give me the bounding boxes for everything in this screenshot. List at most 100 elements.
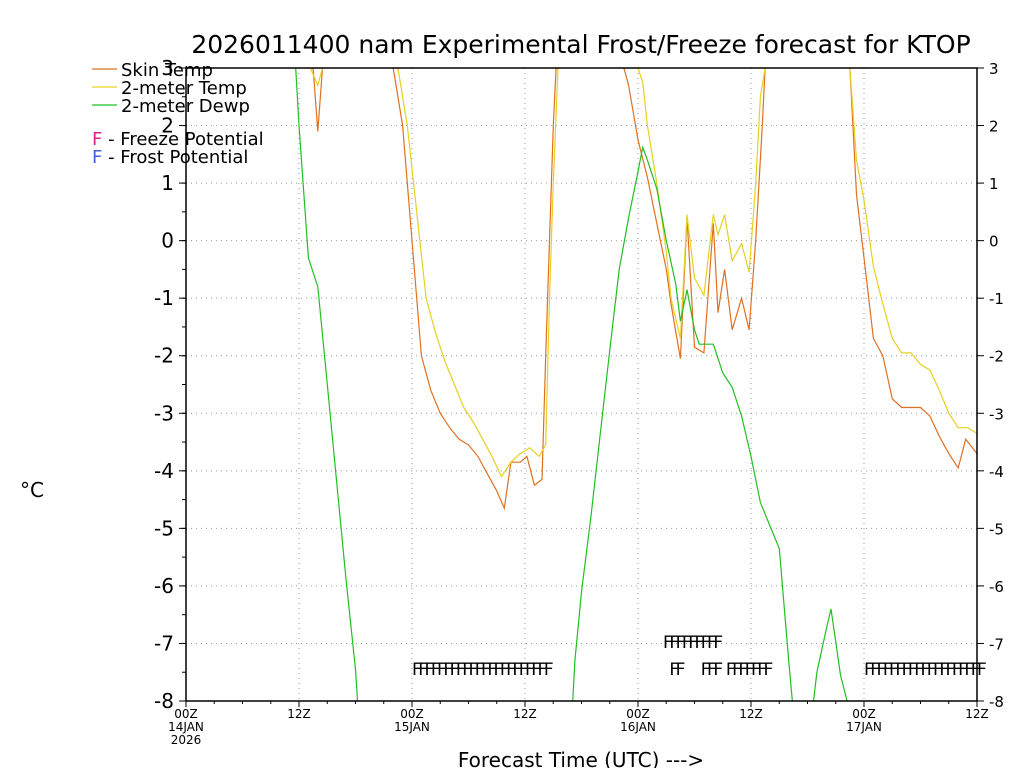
x-tick-label: 12Z	[513, 707, 537, 721]
x-tick-date: 15JAN	[394, 720, 430, 734]
y-tick-label-right: -8	[989, 693, 1004, 711]
freeze-potential-marker: F	[500, 660, 510, 680]
series-lines	[295, 68, 977, 701]
freeze-potential-marker: F	[676, 660, 686, 680]
freeze-potential-marker: F	[732, 660, 742, 680]
freeze-potential-marker: F	[481, 660, 491, 680]
freeze-potential-marker: F	[418, 660, 428, 680]
x-tick-label: 00Z	[626, 707, 650, 721]
freeze-potential-marker: F	[927, 660, 937, 680]
y-tick-label-right: -3	[989, 405, 1004, 423]
x-axis-label: Forecast Time (UTC) --->	[458, 748, 704, 768]
x-tick-label: 12Z	[287, 707, 311, 721]
y-tick-label-right: 1	[989, 175, 999, 193]
freeze-potential-marker: F	[902, 660, 912, 680]
frost-potential-marker: F	[663, 633, 673, 653]
freeze-potential-marker: F	[764, 660, 774, 680]
frost-potential-marker: F	[682, 633, 692, 653]
freeze-potential-marker: F	[538, 660, 548, 680]
freeze-potential-marker: F	[751, 660, 761, 680]
freeze-potential-marker: F	[462, 660, 472, 680]
y-tick-label-right: -1	[989, 290, 1004, 308]
freeze-potential-marker: F	[525, 660, 535, 680]
plot-frame	[185, 67, 978, 702]
freeze-potential-marker: F	[726, 660, 736, 680]
freeze-potential-marker: F	[701, 660, 711, 680]
grid	[186, 68, 977, 701]
freeze-marker: F	[92, 129, 102, 150]
freeze-potential-marker: F	[713, 660, 723, 680]
y-tick-label-right: -2	[989, 348, 1004, 366]
freeze-potential-marker: F	[475, 660, 485, 680]
freeze-potential-marker: F	[883, 660, 893, 680]
legend-label-2m-temp: 2-meter Temp	[121, 78, 247, 99]
freeze-potential-marker: F	[877, 660, 887, 680]
legend-frost-potential: F - Frost Potential	[92, 147, 248, 168]
freeze-potential-marker: F	[456, 660, 466, 680]
freeze-potential-marker: F	[437, 660, 447, 680]
freeze-potential-marker: F	[757, 660, 767, 680]
series-line-skin-temp	[312, 68, 977, 511]
x-tick-label: 12Z	[739, 707, 763, 721]
legend: Skin Temp 2-meter Temp 2-meter Dewp F - …	[92, 60, 264, 168]
y-tick-label-right: -6	[989, 578, 1004, 596]
freeze-potential-marker: F	[933, 660, 943, 680]
freeze-potential-marker: F	[914, 660, 924, 680]
freeze-potential-marker: F	[870, 660, 880, 680]
y-tick-label-right: 3	[989, 60, 999, 78]
y-tick-label-left: -2	[154, 344, 174, 368]
x-tick-label: 00Z	[400, 707, 424, 721]
freeze-potential-marker: F	[971, 660, 981, 680]
freeze-potential-marker: F	[908, 660, 918, 680]
freeze-potential-marker: F	[506, 660, 516, 680]
chart-title: 2026011400 nam Experimental Frost/Freeze…	[191, 30, 970, 59]
freeze-potential-marker: F	[469, 660, 479, 680]
y-tick-label-right: 2	[989, 118, 999, 136]
y-tick-label-left: -6	[154, 574, 174, 598]
y-tick-label-left: -8	[154, 689, 174, 713]
frost-potential-marker: F	[676, 633, 686, 653]
freeze-potential-marker: F	[669, 660, 679, 680]
legend-freeze-potential: F - Freeze Potential	[92, 129, 264, 150]
freeze-potential-marker: F	[531, 660, 541, 680]
freeze-potential-marker: F	[889, 660, 899, 680]
freeze-potential-marker: F	[412, 660, 422, 680]
frost-marker: F	[92, 147, 102, 168]
y-tick-label-left: -4	[154, 459, 174, 483]
freeze-potential-marker: F	[494, 660, 504, 680]
x-tick-label: 12Z	[965, 707, 989, 721]
freeze-potential-marker: F	[921, 660, 931, 680]
freeze-potential-marker: F	[738, 660, 748, 680]
frost-potential-marker: F	[688, 633, 698, 653]
y-axis-label: °C	[20, 478, 44, 502]
freeze-potential-marker: F	[958, 660, 968, 680]
y-tick-label-left: -5	[154, 516, 174, 540]
frost-potential-marker: F	[669, 633, 679, 653]
frost-potential-marker: F	[695, 633, 705, 653]
freeze-potential-marker: F	[450, 660, 460, 680]
freeze-potential-marker: F	[519, 660, 529, 680]
frost-potential-marker: F	[713, 633, 723, 653]
y-tick-label-left: -3	[154, 401, 174, 425]
y-tick-label-right: -5	[989, 520, 1004, 538]
y-tick-label-left: -1	[154, 286, 174, 310]
x-tick-label: 00Z	[852, 707, 876, 721]
y-tick-label-left: 1	[161, 171, 174, 195]
freeze-label: - Freeze Potential	[102, 129, 263, 150]
x-tick-year: 2026	[171, 733, 202, 747]
freeze-potential-marker: F	[745, 660, 755, 680]
freeze-potential-marker: F	[707, 660, 717, 680]
y-tick-label-right: 0	[989, 233, 999, 251]
series-line-2-meter-temp	[309, 68, 977, 478]
legend-label-skin-temp: Skin Temp	[121, 60, 213, 81]
freeze-potential-marker: F	[443, 660, 453, 680]
y-tick-label-left: 2	[161, 114, 174, 138]
freeze-potential-marker: F	[864, 660, 874, 680]
freeze-potential-marker: F	[939, 660, 949, 680]
freeze-potential-marker: F	[425, 660, 435, 680]
freeze-potential-marker: F	[512, 660, 522, 680]
freeze-potential-marker: F	[544, 660, 554, 680]
y-tick-label-left: 0	[161, 229, 174, 253]
